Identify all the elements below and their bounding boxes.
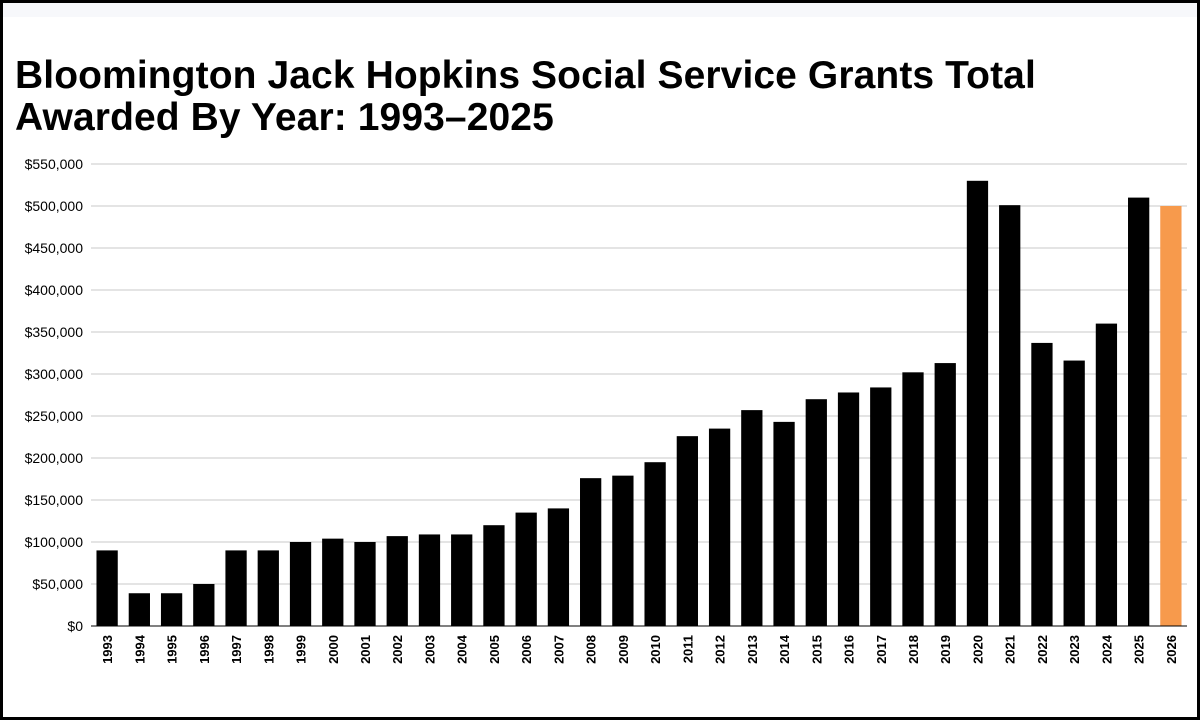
bar [451,534,473,626]
bar [644,462,666,626]
x-tick-label: 2000 [326,635,341,664]
x-tick-label: 2001 [358,635,373,664]
x-tick-label: 1998 [261,635,276,664]
x-tick-label: 2018 [906,635,921,664]
y-tick-label: $350,000 [25,324,84,340]
bar [289,542,312,626]
bar [418,534,441,626]
x-tick-label: 2003 [422,635,437,664]
x-tick-label: 2023 [1067,635,1082,664]
x-tick-label: 1993 [100,635,115,664]
bar [354,542,376,626]
bar [805,399,827,626]
bar [708,428,731,626]
x-tick-label: 2011 [680,635,695,663]
chart-title-line-2: Awarded By Year: 1993–2025 [15,96,554,139]
x-tick-label: 2004 [455,634,470,664]
x-tick-label: 1994 [132,634,147,664]
x-tick-label: 2008 [584,635,599,664]
y-tick-label: $100,000 [25,534,84,550]
bar [225,550,247,626]
bar [676,436,698,626]
x-tick-label: 2012 [713,635,728,664]
x-tick-label: 1996 [197,635,212,664]
bar [837,392,860,626]
x-tick-label: 2007 [551,635,566,664]
bar [580,478,602,626]
x-tick-label: 2010 [648,635,663,664]
y-tick-label: $300,000 [25,366,84,382]
bar [966,180,989,627]
bar [483,525,505,626]
y-tick-label: $500,000 [25,198,84,214]
bar [128,593,150,626]
bar [257,550,279,626]
y-tick-label: $50,000 [32,576,83,592]
bar-chart: $0 $50,000 $100,000 $150,000 $200,000 $250,00… [25,156,1187,664]
bar [1063,360,1085,626]
bar [741,410,763,626]
x-tick-label: 2006 [519,635,534,664]
x-tick-label: 1995 [165,635,180,664]
x-tick-label: 2020 [970,635,985,664]
bar [902,372,924,626]
chart-title-line-1: Bloomington Jack Hopkins Social Service … [15,54,1036,97]
bar [96,550,118,626]
y-tick-label: $400,000 [25,282,84,298]
bar [612,475,634,626]
bar [1031,342,1053,626]
x-tick-label: 2014 [777,634,792,664]
top-strip [3,3,1197,17]
bar [999,205,1021,626]
y-tick-label: $550,000 [25,156,84,172]
y-tick-label: $200,000 [25,450,84,466]
x-tick-label: 2005 [487,635,502,664]
bar [547,508,570,626]
bar [515,512,537,626]
bar [193,584,215,626]
x-tick-label: 2025 [1132,635,1147,664]
y-tick-label: $250,000 [25,408,84,424]
x-tick-label: 2024 [1099,634,1114,664]
x-tick-label: 2013 [745,635,760,664]
x-tick-label: 2002 [390,635,405,664]
x-tick-label: 2022 [1035,635,1050,664]
bar [934,363,956,626]
y-tick-label: $450,000 [25,240,84,256]
x-tick-label: 2019 [938,635,953,664]
x-tick-label: 1997 [229,635,244,664]
bar [322,538,344,626]
chart-title: Bloomington Jack Hopkins Social Service … [15,55,1165,139]
bar [1128,197,1150,626]
y-tick-label: $150,000 [25,492,84,508]
bar [386,536,408,626]
x-tick-label: 2009 [616,635,631,664]
bar [1160,206,1182,626]
bar [1095,323,1118,626]
x-tick-label: 2021 [1003,635,1018,664]
x-tick-label: 2017 [874,635,889,664]
bar [160,593,183,626]
x-tick-label: 1999 [294,635,309,664]
bar [870,387,892,626]
x-tick-label: 2015 [809,635,824,664]
x-tick-label: 2016 [842,635,857,664]
bar [773,421,795,626]
x-tick-label: 2026 [1164,635,1179,664]
y-tick-label: $0 [67,618,83,634]
